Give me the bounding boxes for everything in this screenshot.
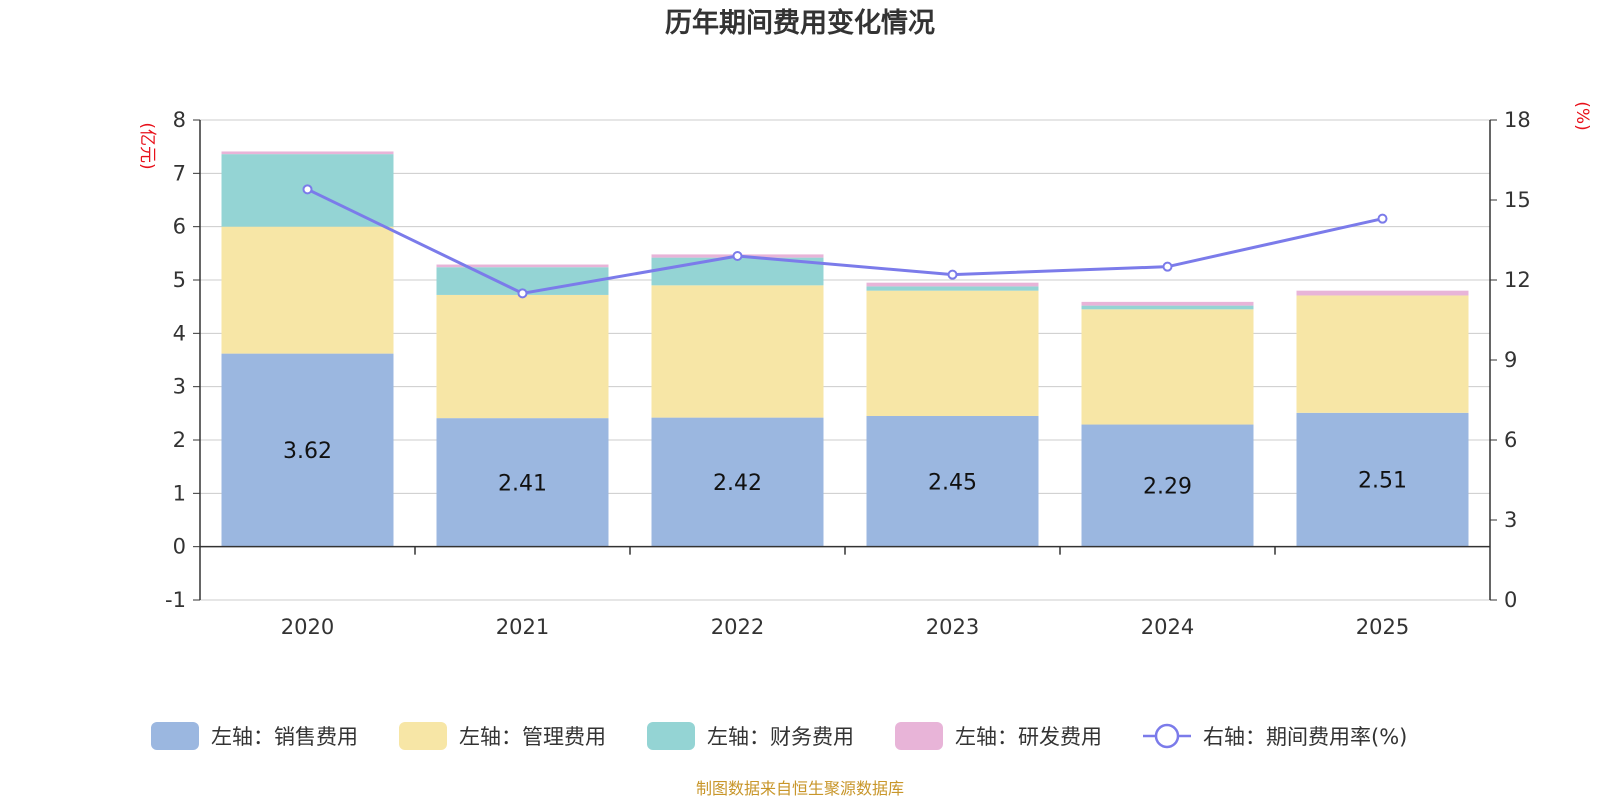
bar-segment-4 [221, 151, 394, 155]
right-tick-label: 9 [1504, 348, 1517, 372]
rate-point [517, 288, 528, 299]
bar-segment-4 [436, 264, 609, 268]
right-tick-label: 3 [1504, 508, 1517, 532]
legend: 左轴：销售费用 左轴：管理费用 左轴：财务费用 左轴：研发费用 右轴：期间费用率(%) [151, 722, 1407, 750]
bar-segment-3 [866, 286, 1039, 291]
legend-label: 右轴：期间费用率(%) [1203, 725, 1407, 749]
legend-marker [1154, 723, 1180, 749]
right-tick-label: 15 [1504, 188, 1531, 212]
left-tick-label: -1 [165, 588, 186, 612]
rate-point [302, 184, 313, 195]
right-axis-unit: (%) [1572, 101, 1592, 130]
left-tick-label: 6 [173, 215, 186, 239]
source-note: 制图数据来自恒生聚源数据库 [696, 779, 904, 798]
rate-line-path [306, 187, 1383, 295]
left-axis-unit: (亿元) [137, 122, 157, 169]
bar-segment-1 [1296, 412, 1469, 547]
bar-labels: 3.62 2.41 2.42 2.45 2.29 2.51 [283, 439, 1407, 499]
right-tick-label: 6 [1504, 428, 1517, 452]
right-tick-label: 12 [1504, 268, 1531, 292]
gridlines [200, 119, 1490, 601]
bar-segment-1 [866, 416, 1039, 547]
left-tick-label: 8 [173, 108, 186, 132]
category-label: 2022 [711, 615, 764, 639]
rate-line [302, 184, 1388, 299]
bar-segment-2 [436, 294, 609, 419]
legend-swatch [895, 722, 943, 750]
bar-segment-2 [1081, 309, 1254, 425]
left-tick-label: 2 [173, 428, 186, 452]
bar-value-label: 3.62 [283, 439, 332, 464]
bar-value-label: 2.29 [1143, 475, 1192, 500]
bar-segment-3 [1081, 305, 1254, 310]
bar-value-label: 2.42 [713, 471, 762, 496]
category-label: 2020 [281, 615, 334, 639]
bar-segment-4 [866, 282, 1039, 287]
left-tick-label: 1 [173, 481, 186, 505]
bar-segment-2 [221, 226, 394, 354]
rate-point [732, 251, 743, 261]
bar-value-label: 2.51 [1358, 469, 1407, 494]
legend-label: 左轴：财务费用 [707, 725, 854, 749]
legend-swatch [647, 722, 695, 750]
category-label: 2023 [926, 615, 979, 639]
bar-segment-2 [866, 290, 1039, 416]
bar-segment-1 [436, 418, 609, 547]
bar-value-label: 2.41 [498, 471, 547, 496]
legend-label: 左轴：管理费用 [459, 725, 606, 749]
bar-value-label: 2.45 [928, 470, 977, 495]
bar-segment-1 [221, 353, 394, 547]
category-label: 2021 [496, 615, 549, 639]
rate-point [947, 269, 958, 280]
category-label: 2024 [1141, 615, 1194, 639]
left-tick-label: 5 [173, 268, 186, 292]
bar-segment-4 [1296, 290, 1469, 296]
axes: 8 7 6 5 4 3 2 1 0 -1 18 15 12 9 6 3 0 2020 2021 2022 2023 202… [165, 108, 1531, 639]
bar-segment-1 [1081, 424, 1254, 547]
left-tick-label: 0 [173, 535, 186, 559]
legend-swatch [151, 722, 199, 750]
bar-segment-2 [651, 285, 824, 418]
chart-title: 历年期间费用变化情况 [665, 7, 935, 39]
bars [221, 151, 1469, 547]
right-tick-label: 0 [1504, 588, 1517, 612]
left-tick-label: 3 [173, 375, 186, 399]
bar-segment-1 [651, 417, 824, 547]
legend-label: 左轴：销售费用 [211, 725, 358, 749]
rate-point [1377, 213, 1388, 224]
legend-label: 左轴：研发费用 [955, 725, 1102, 749]
right-tick-label: 18 [1504, 108, 1531, 132]
legend-swatch [399, 722, 447, 750]
rate-point [1162, 261, 1173, 272]
left-tick-label: 4 [173, 321, 186, 345]
bar-segment-2 [1296, 295, 1469, 413]
bar-segment-4 [1081, 301, 1254, 306]
left-tick-label: 7 [173, 161, 186, 185]
category-label: 2025 [1356, 615, 1409, 639]
